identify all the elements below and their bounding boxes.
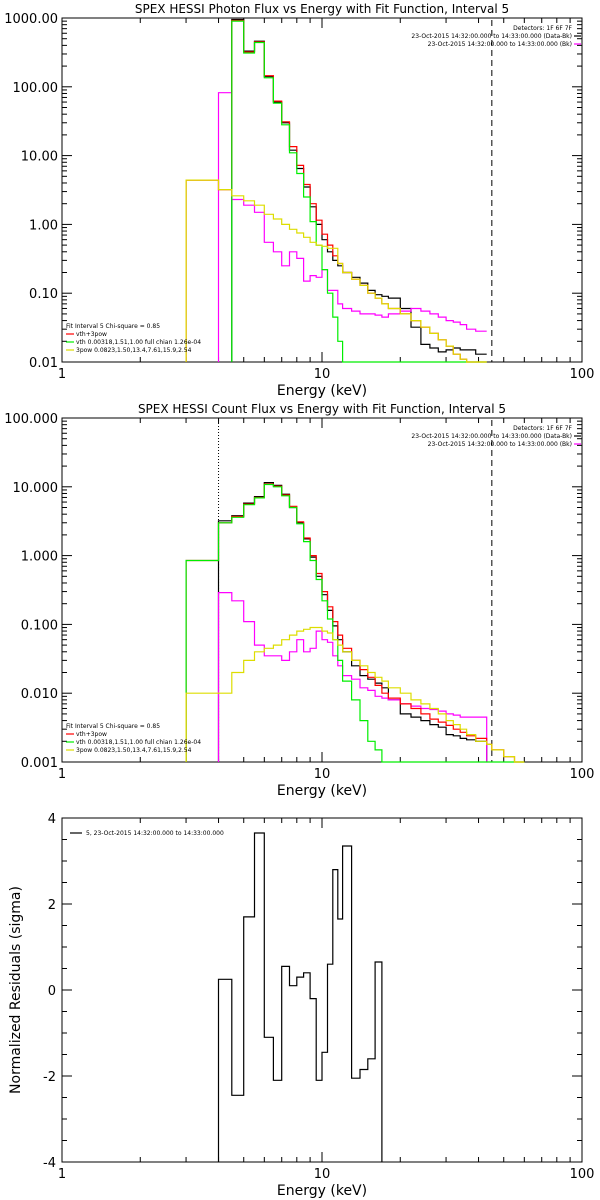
legend-tr-text: 23-Oct-2015 14:32:00.000 to 14:33:00.000… [428,41,572,48]
x-axis-label: Energy (keV) [277,383,367,399]
y-tick-label: 0.001 [21,756,58,771]
y-tick-label: 1000.00 [4,12,58,27]
legend-bl-text: Fit Interval 5 Chi-square = 0.85 [66,323,160,330]
series-line-vth-3pow [185,483,525,763]
y-tick-label: 1.000 [21,550,58,565]
plot-frame [61,817,583,1163]
series-line-vth [231,20,487,363]
series-line-vth [185,483,525,763]
x-tick-label: 1 [58,367,66,382]
x-tick-label: 100 [570,1167,595,1182]
chart-title: SPEX HESSI Photon Flux vs Energy with Fi… [135,2,509,16]
y-tick-label: -4 [43,1156,56,1171]
x-tick-label: 1 [58,1167,66,1182]
chart-title: SPEX HESSI Count Flux vs Energy with Fit… [138,402,506,416]
x-tick-label: 10 [314,1167,331,1182]
legend-bl-text: vth+3pow [76,731,107,738]
x-tick-label: 10 [314,367,331,382]
y-tick-label: 0.100 [21,618,58,633]
legend-tl-text: 5, 23-Oct-2015 14:32:00.000 to 14:33:00.… [86,830,224,837]
y-tick-label: 0.010 [21,687,58,702]
y-tick-label: -2 [43,1070,56,1085]
legend-tr-text: Detectors: 1F 6F 7F [513,25,572,32]
legend-bl-text: 3pow 0.0823,1.50,13.4,7.61,15.9,2.54 [76,347,192,354]
legend-bl-text: 3pow 0.0823,1.50,13.4,7.61,15.9,2.54 [76,747,192,754]
series-line-vth-3pow [185,19,487,363]
x-tick-label: 100 [570,367,595,382]
y-tick-label: 1.00 [29,218,58,233]
legend-bl-text: vth 0.00318,1.51,1.00 full chian 1.26e-0… [76,339,201,346]
legend-tr-text: 23-Oct-2015 14:32:00.000 to 14:33:00.000… [411,33,572,40]
x-tick-label: 10 [314,767,331,782]
x-tick-label: 1 [58,767,66,782]
series-line-5-23-oct-2015-14-32-00-000-to-14-33-00-000 [217,832,383,1162]
series-line-3pow [185,626,525,763]
y-tick-label: 0.01 [29,356,58,371]
legend-bl-text: Fit Interval 5 Chi-square = 0.85 [66,723,160,730]
x-axis-label: Energy (keV) [277,1183,367,1199]
chart-panel-3: 1 10 100 Energy (keV) -4 -2 0 2 4 Normalized Resi… [8,812,594,1199]
series-line-3pow [185,179,487,363]
chart-panel-1: SPEX HESSI Photon Flux vs Energy with Fi… [4,2,594,399]
x-tick-label: 100 [570,767,595,782]
legend-tr-text: 23-Oct-2015 14:32:00.000 to 14:33:00.000… [411,433,572,440]
series-line-bk [217,592,488,762]
legend-tr-text: 23-Oct-2015 14:32:00.000 to 14:33:00.000… [428,441,572,448]
y-tick-label: 0 [48,984,56,999]
series-line-bk [217,92,487,362]
y-tick-label: 4 [48,812,56,827]
legend-bl-text: vth+3pow [76,331,107,338]
y-tick-label: 0.10 [29,287,58,302]
y-tick-label: 2 [48,898,56,913]
legend-tr-text: Detectors: 1F 6F 7F [513,425,572,432]
y-tick-label: 100.000 [4,412,58,427]
y-tick-label: 100.00 [13,81,59,96]
chart-panel-2: SPEX HESSI Count Flux vs Energy with Fit… [4,402,594,799]
plot-frame [61,17,583,363]
y-tick-label: 10.000 [13,481,59,496]
legend-bl-text: vth 0.00318,1.51,1.00 full chian 1.26e-0… [76,739,201,746]
y-axis-label: Normalized Residuals (sigma) [8,886,24,1094]
x-axis-label: Energy (keV) [277,783,367,799]
y-tick-label: 10.00 [21,150,58,165]
